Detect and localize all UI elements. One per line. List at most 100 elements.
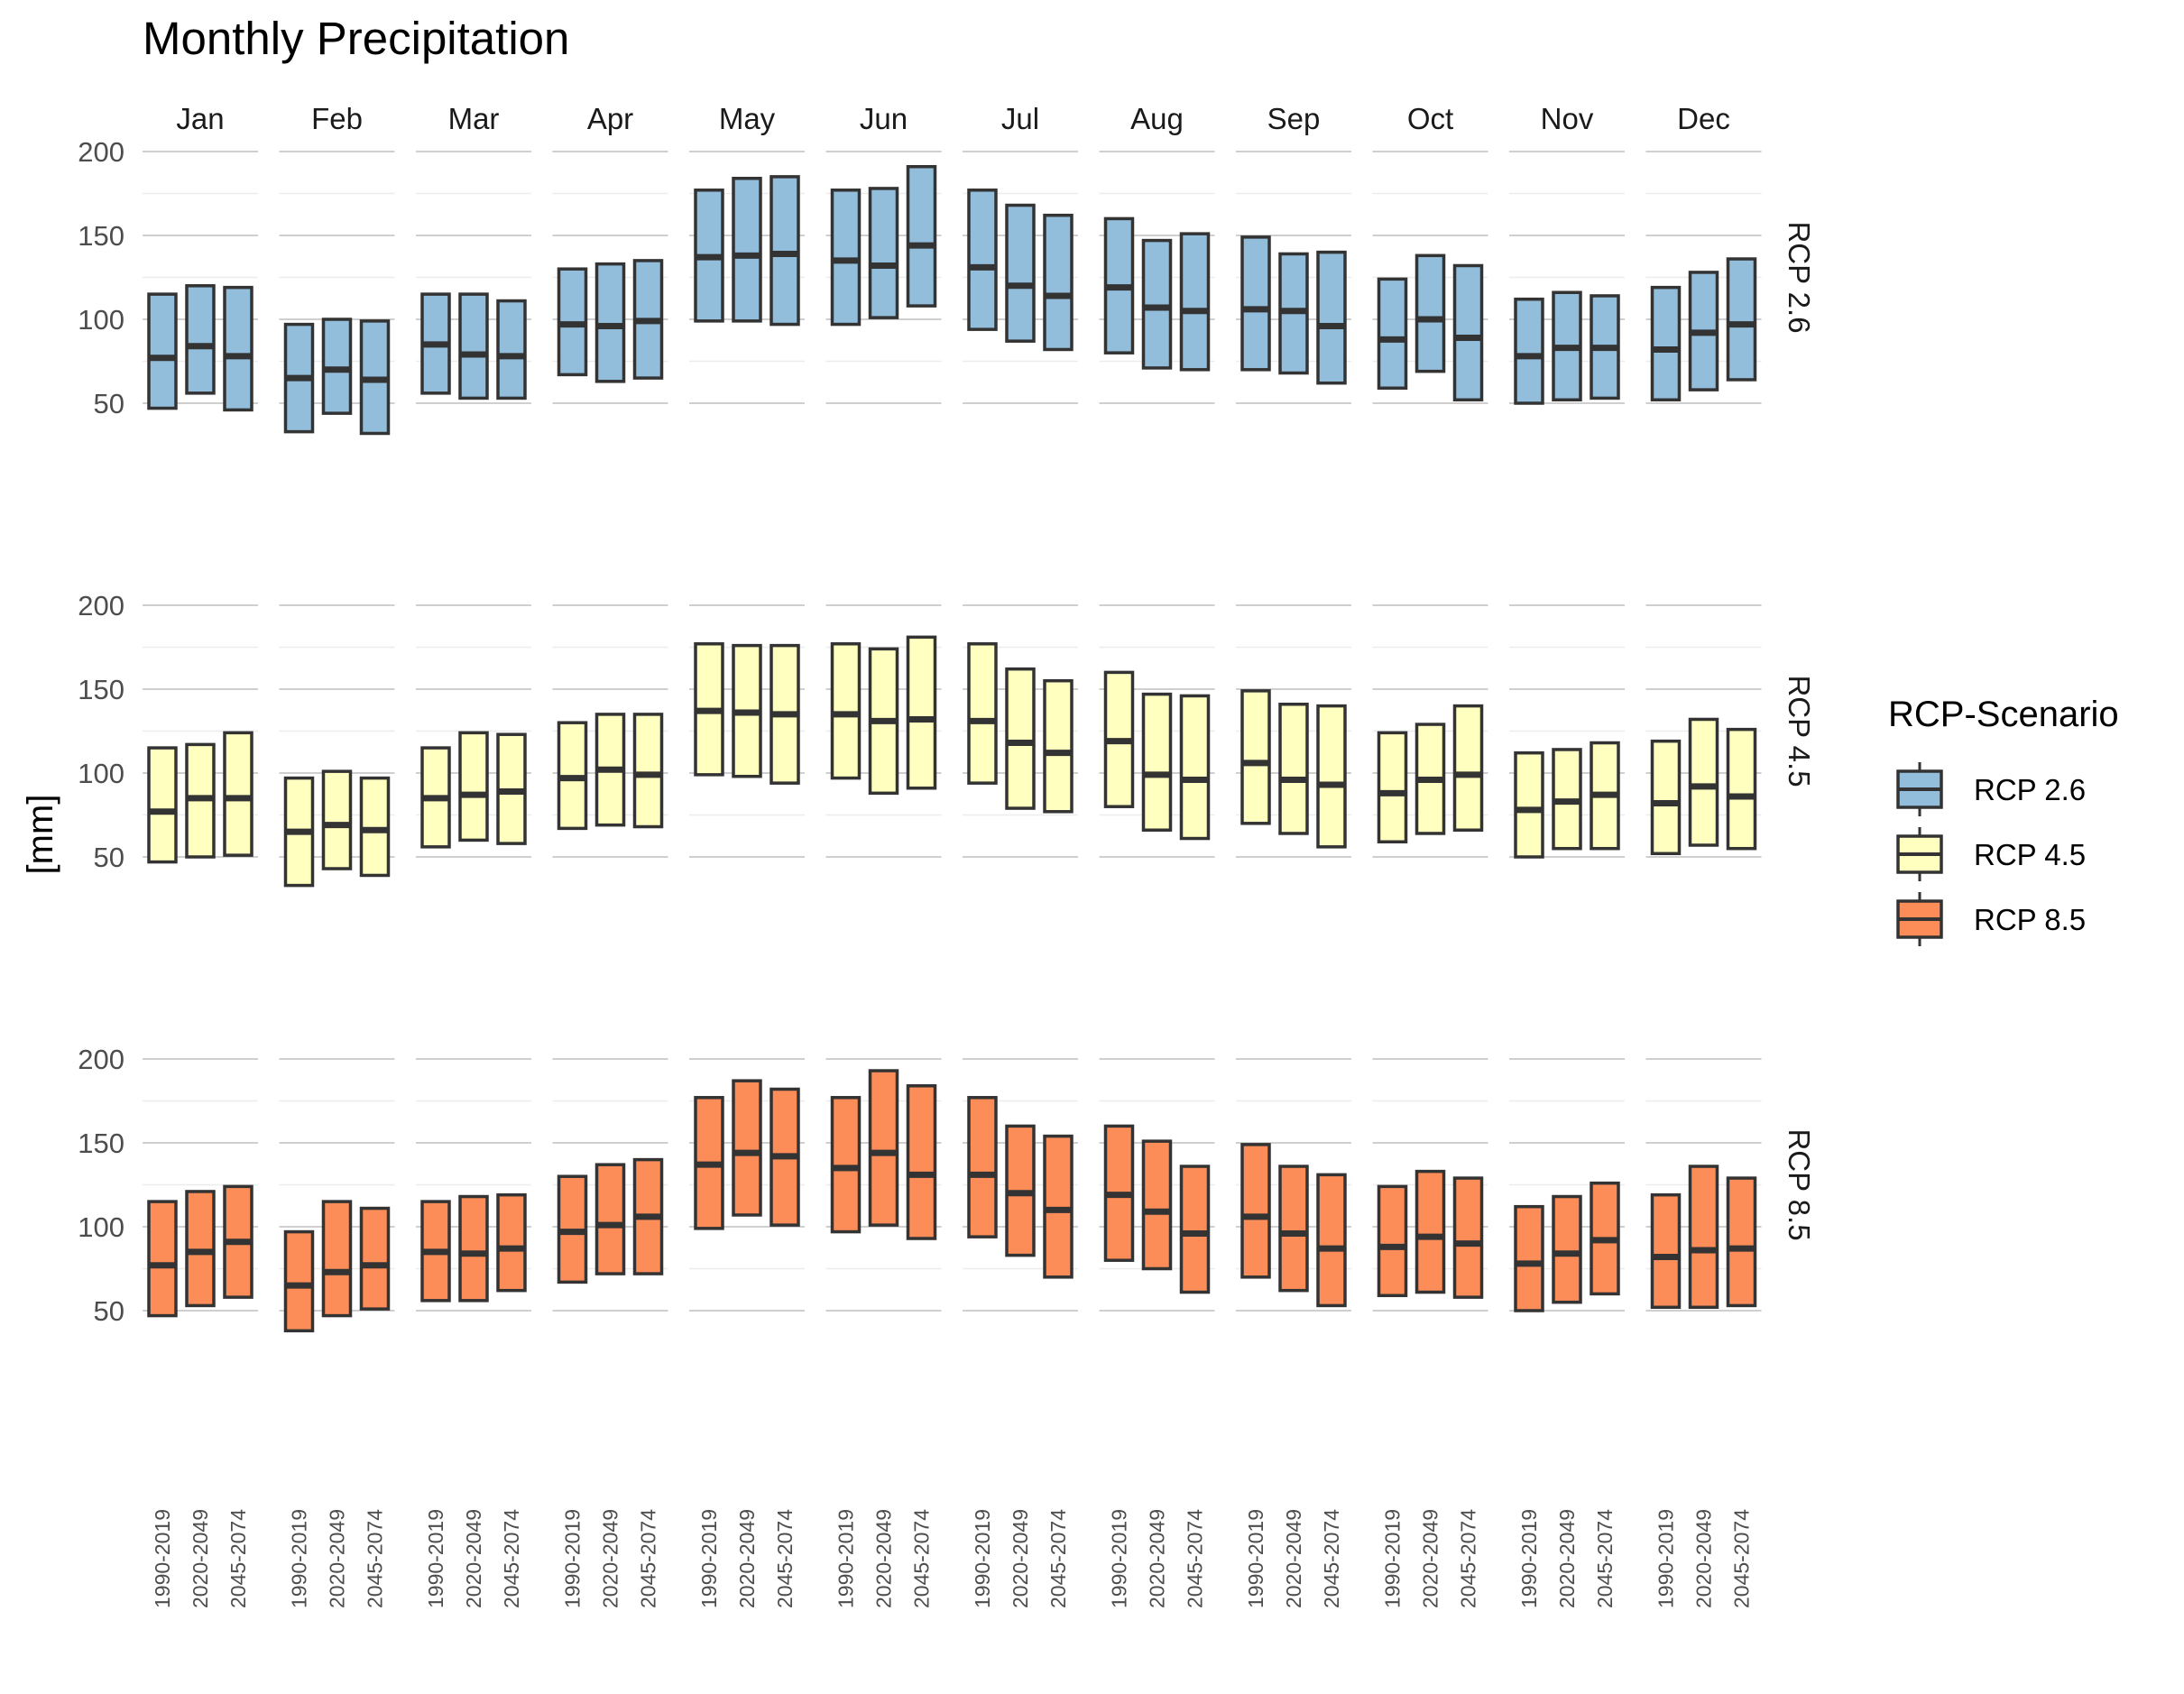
strip-label-may: May bbox=[719, 102, 776, 135]
box-aug-2020-2049 bbox=[1141, 238, 1173, 370]
x-tick-label: 2045-2074 bbox=[1320, 1509, 1343, 1608]
x-tick-label: 1990-2019 bbox=[1244, 1509, 1267, 1608]
x-tick-label: 2020-2049 bbox=[1555, 1509, 1579, 1608]
x-tick-label: 2045-2074 bbox=[1046, 1509, 1070, 1608]
legend-label: RCP 4.5 bbox=[1974, 838, 2086, 871]
box-jun-1990-2019 bbox=[830, 189, 862, 327]
x-tick-label: 2020-2049 bbox=[462, 1509, 485, 1608]
box-jul-2020-2049 bbox=[1005, 667, 1036, 810]
x-tick-label: 2020-2049 bbox=[1009, 1509, 1032, 1608]
strip-label-apr: Apr bbox=[587, 102, 633, 135]
box-jul-1990-2019 bbox=[967, 1096, 998, 1238]
box-oct-1990-2019 bbox=[1377, 1184, 1408, 1298]
box-apr-2045-2074 bbox=[632, 713, 664, 829]
strip-label-jul: Jul bbox=[1001, 102, 1039, 135]
box-jun-2045-2074 bbox=[906, 164, 937, 308]
x-tick-label: 2020-2049 bbox=[326, 1509, 349, 1608]
box-dec-2020-2049 bbox=[1688, 1165, 1719, 1310]
box-jan-1990-2019 bbox=[147, 746, 178, 864]
box-sep-1990-2019 bbox=[1240, 235, 1271, 372]
y-axis-title: [mm] bbox=[21, 795, 60, 875]
box-jun-2020-2049 bbox=[868, 1069, 899, 1227]
box-mar-2020-2049 bbox=[458, 292, 489, 400]
box-sep-2045-2074 bbox=[1316, 250, 1347, 385]
box-jul-1990-2019 bbox=[967, 642, 998, 785]
box-mar-2020-2049 bbox=[458, 1194, 489, 1303]
x-tick-label: 1990-2019 bbox=[1381, 1509, 1405, 1608]
x-tick-label: 2045-2074 bbox=[773, 1509, 797, 1608]
box-oct-2045-2074 bbox=[1452, 704, 1484, 832]
strip-label-jan: Jan bbox=[176, 102, 224, 135]
box-dec-2045-2074 bbox=[1726, 1176, 1757, 1308]
x-tick-label: 1990-2019 bbox=[1654, 1509, 1678, 1608]
box-mar-2020-2049 bbox=[458, 731, 489, 842]
box-nov-1990-2019 bbox=[1514, 297, 1544, 405]
strip-label-dec: Dec bbox=[1677, 102, 1730, 135]
box-dec-2045-2074 bbox=[1726, 257, 1757, 382]
x-tick-label: 2045-2074 bbox=[1730, 1509, 1754, 1608]
strip-label-nov: Nov bbox=[1541, 102, 1594, 135]
x-tick-label: 2020-2049 bbox=[189, 1509, 212, 1608]
row-label-rcp-4-5: RCP 4.5 bbox=[1783, 675, 1816, 787]
box-aug-2045-2074 bbox=[1179, 232, 1211, 372]
box-sep-2045-2074 bbox=[1316, 1173, 1347, 1308]
row-label-rcp-8-5: RCP 8.5 bbox=[1783, 1128, 1816, 1240]
box-jul-2045-2074 bbox=[1043, 213, 1074, 352]
box-jan-2045-2074 bbox=[223, 731, 253, 857]
y-tick-label: 200 bbox=[78, 136, 124, 168]
box-oct-1990-2019 bbox=[1377, 277, 1408, 391]
strip-label-aug: Aug bbox=[1130, 102, 1184, 135]
box-oct-1990-2019 bbox=[1377, 731, 1408, 844]
box-feb-2020-2049 bbox=[321, 769, 353, 870]
box-feb-2020-2049 bbox=[321, 318, 353, 415]
x-tick-label: 2045-2074 bbox=[910, 1509, 934, 1608]
box-dec-2045-2074 bbox=[1726, 727, 1757, 851]
box-aug-2020-2049 bbox=[1141, 692, 1173, 832]
box-jan-1990-2019 bbox=[147, 292, 178, 410]
strip-label-mar: Mar bbox=[448, 102, 500, 135]
box-jul-2045-2074 bbox=[1043, 678, 1074, 814]
x-tick-label: 2020-2049 bbox=[1692, 1509, 1716, 1608]
box-feb-2045-2074 bbox=[359, 776, 391, 878]
x-tick-label: 2045-2074 bbox=[364, 1509, 387, 1608]
x-tick-label: 2020-2049 bbox=[1419, 1509, 1442, 1608]
box-jun-1990-2019 bbox=[830, 642, 862, 780]
strip-label-sep: Sep bbox=[1267, 102, 1321, 135]
chart-title: Monthly Precipitation bbox=[143, 13, 569, 64]
box-may-2045-2074 bbox=[769, 175, 800, 327]
legend: RCP-Scenario RCP 2.6 RCP 4.5 RCP 8.5 bbox=[1888, 695, 2119, 946]
x-tick-label: 2045-2074 bbox=[637, 1509, 660, 1608]
box-sep-2020-2049 bbox=[1278, 1165, 1309, 1293]
strip-label-oct: Oct bbox=[1407, 102, 1453, 135]
box-jan-2020-2049 bbox=[185, 284, 216, 395]
legend-label: RCP 2.6 bbox=[1974, 773, 2086, 806]
box-jun-2045-2074 bbox=[906, 635, 937, 790]
y-tick-label: 50 bbox=[94, 388, 124, 419]
x-tick-label: 2020-2049 bbox=[872, 1509, 896, 1608]
box-sep-1990-2019 bbox=[1240, 1143, 1271, 1279]
box-mar-2045-2074 bbox=[496, 299, 527, 400]
x-tick-label: 1990-2019 bbox=[561, 1509, 585, 1608]
box-dec-2020-2049 bbox=[1688, 717, 1719, 847]
box-sep-2045-2074 bbox=[1316, 704, 1347, 849]
x-tick-label: 1990-2019 bbox=[424, 1509, 447, 1608]
y-tick-label: 50 bbox=[94, 1295, 124, 1327]
x-tick-label: 1990-2019 bbox=[1517, 1509, 1541, 1608]
x-tick-label: 2020-2049 bbox=[735, 1509, 759, 1608]
box-dec-1990-2019 bbox=[1650, 285, 1682, 402]
box-jan-2045-2074 bbox=[223, 285, 253, 412]
y-tick-label: 100 bbox=[78, 304, 124, 336]
box-may-2020-2049 bbox=[732, 1079, 762, 1217]
box-apr-2020-2049 bbox=[594, 262, 626, 383]
box-jun-1990-2019 bbox=[830, 1096, 862, 1234]
x-tick-label: 1990-2019 bbox=[971, 1509, 994, 1608]
x-tick-label: 2045-2074 bbox=[500, 1509, 523, 1608]
box-feb-2020-2049 bbox=[321, 1200, 353, 1318]
box-jul-2045-2074 bbox=[1043, 1134, 1074, 1279]
y-tick-label: 200 bbox=[78, 1044, 124, 1075]
y-tick-label: 50 bbox=[94, 842, 124, 873]
x-tick-label: 2020-2049 bbox=[1282, 1509, 1305, 1608]
plot-area: Jan Feb Mar Apr May Jun Jul Aug Sep Oct Nov Dec 50 10… bbox=[78, 102, 1816, 1608]
box-feb-1990-2019 bbox=[283, 1229, 315, 1333]
legend-label: RCP 8.5 bbox=[1974, 903, 2086, 936]
